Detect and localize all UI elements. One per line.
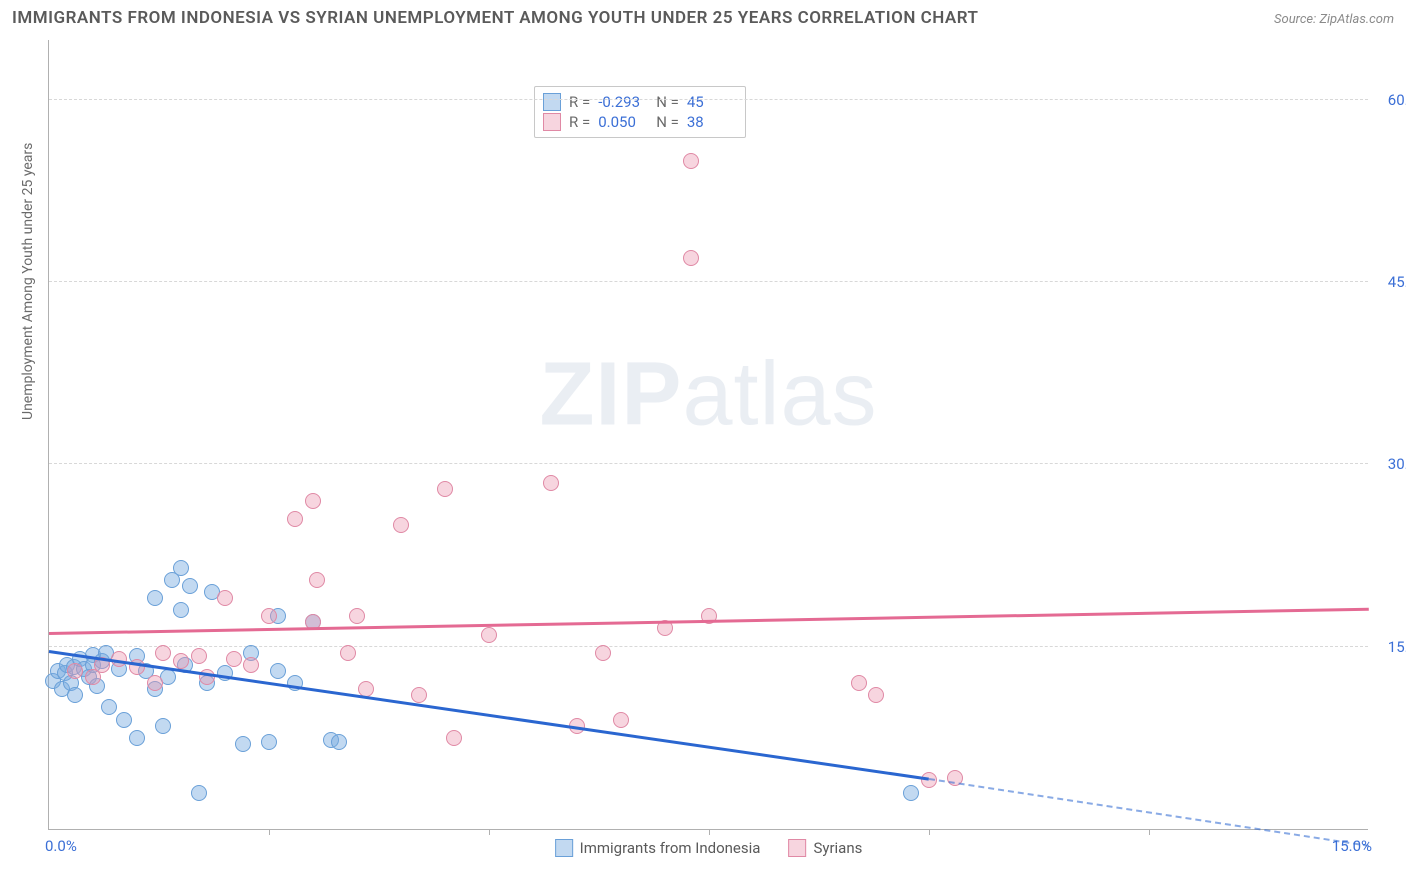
scatter-point-series-0: [67, 687, 83, 703]
swatch-icon: [543, 113, 561, 131]
swatch-icon: [543, 93, 561, 111]
scatter-point-series-0: [173, 602, 189, 618]
legend-item-1: Syrians: [788, 839, 862, 857]
y-axis-label: Unemployment Among Youth under 25 years: [20, 143, 36, 420]
scatter-point-series-1: [446, 730, 462, 746]
x-tick-mark: [929, 829, 930, 835]
scatter-point-series-0: [147, 590, 163, 606]
grid-line: [49, 99, 1368, 100]
x-tick-mark: [709, 829, 710, 835]
legend-label-1: Syrians: [813, 839, 862, 857]
stats-legend-box: R = -0.293 N = 45 R = 0.050 N = 38: [534, 86, 746, 138]
scatter-point-series-0: [903, 785, 919, 801]
scatter-point-series-0: [101, 699, 117, 715]
r-value-1: 0.050: [598, 113, 648, 131]
scatter-point-series-0: [270, 663, 286, 679]
n-value-0: 45: [687, 93, 737, 111]
chart-title: IMMIGRANTS FROM INDONESIA VS SYRIAN UNEM…: [12, 8, 978, 28]
scatter-point-series-1: [411, 687, 427, 703]
scatter-point-series-1: [595, 645, 611, 661]
y-tick-label: 60.0%: [1373, 91, 1406, 109]
scatter-point-series-0: [331, 734, 347, 750]
scatter-point-series-1: [305, 493, 321, 509]
series-legend: Immigrants from Indonesia Syrians: [555, 839, 863, 857]
scatter-point-series-1: [481, 627, 497, 643]
scatter-plot-area: ZIPatlas R = -0.293 N = 45 R = 0.050 N =…: [48, 40, 1368, 830]
scatter-point-series-1: [155, 645, 171, 661]
y-tick-label: 45.0%: [1373, 273, 1406, 291]
source-credit: Source: ZipAtlas.com: [1274, 12, 1394, 27]
scatter-point-series-1: [226, 651, 242, 667]
scatter-point-series-0: [155, 718, 171, 734]
scatter-point-series-1: [147, 675, 163, 691]
scatter-point-series-1: [613, 712, 629, 728]
scatter-point-series-1: [261, 608, 277, 624]
x-tick-mark: [269, 829, 270, 835]
stats-row-series-1: R = 0.050 N = 38: [543, 112, 737, 132]
swatch-icon: [555, 839, 573, 857]
n-value-1: 38: [687, 113, 737, 131]
scatter-point-series-0: [173, 560, 189, 576]
scatter-point-series-1: [543, 475, 559, 491]
scatter-point-series-0: [182, 578, 198, 594]
scatter-point-series-1: [217, 590, 233, 606]
legend-label-0: Immigrants from Indonesia: [580, 839, 761, 857]
scatter-point-series-1: [851, 675, 867, 691]
scatter-point-series-0: [217, 665, 233, 681]
grid-line: [49, 463, 1368, 464]
scatter-point-series-1: [393, 517, 409, 533]
scatter-point-series-1: [868, 687, 884, 703]
scatter-point-series-1: [340, 645, 356, 661]
scatter-point-series-0: [191, 785, 207, 801]
scatter-point-series-0: [261, 734, 277, 750]
trend-line-dashed: [929, 778, 1369, 847]
swatch-icon: [788, 839, 806, 857]
scatter-point-series-1: [173, 653, 189, 669]
scatter-point-series-0: [129, 730, 145, 746]
scatter-point-series-1: [309, 572, 325, 588]
scatter-point-series-1: [67, 663, 83, 679]
scatter-point-series-1: [683, 250, 699, 266]
scatter-point-series-1: [287, 511, 303, 527]
r-value-0: -0.293: [598, 93, 648, 111]
scatter-point-series-1: [191, 648, 207, 664]
trend-line: [49, 650, 929, 780]
scatter-point-series-0: [235, 736, 251, 752]
x-tick-mark: [489, 829, 490, 835]
scatter-point-series-1: [243, 657, 259, 673]
grid-line: [49, 281, 1368, 282]
y-tick-label: 15.0%: [1373, 638, 1406, 656]
scatter-point-series-0: [116, 712, 132, 728]
x-tick-mark: [1149, 829, 1150, 835]
scatter-point-series-1: [683, 153, 699, 169]
stats-row-series-0: R = -0.293 N = 45: [543, 92, 737, 112]
y-tick-label: 30.0%: [1373, 455, 1406, 473]
scatter-point-series-1: [437, 481, 453, 497]
x-tick-min: 0.0%: [45, 837, 77, 855]
legend-item-0: Immigrants from Indonesia: [555, 839, 761, 857]
watermark-text: ZIPatlas: [539, 344, 877, 447]
scatter-point-series-1: [349, 608, 365, 624]
